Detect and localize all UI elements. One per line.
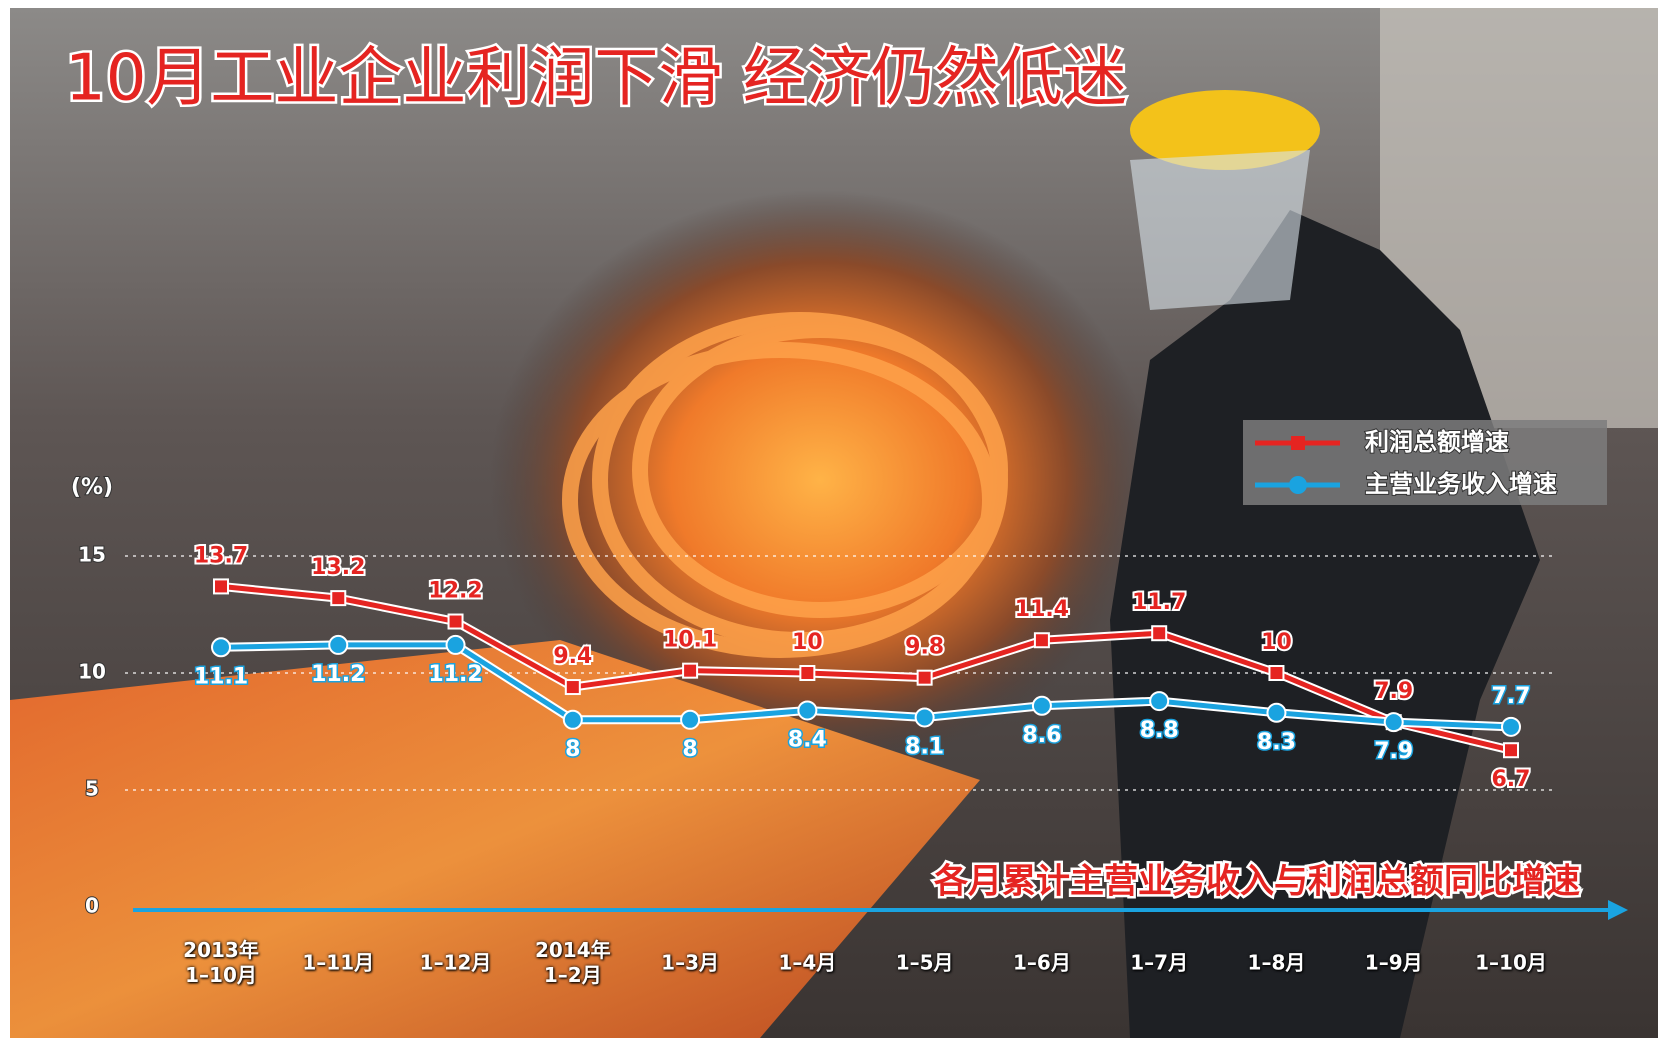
data-label: 11.4 bbox=[1015, 597, 1069, 622]
data-label: 8 bbox=[682, 737, 697, 762]
data-label: 13.7 bbox=[194, 543, 248, 568]
legend-marker bbox=[1289, 476, 1307, 494]
point-marker bbox=[1151, 625, 1168, 642]
point-marker bbox=[211, 637, 231, 658]
x-tick-label: 2014年 1–2月 bbox=[534, 938, 611, 987]
y-tick-label: 15 bbox=[78, 543, 106, 567]
point-marker bbox=[1503, 742, 1519, 759]
point-marker bbox=[447, 613, 464, 630]
data-label: 10 bbox=[1261, 630, 1292, 655]
data-label: 8.3 bbox=[1257, 730, 1296, 755]
data-label: 8.4 bbox=[788, 727, 827, 752]
point-marker bbox=[213, 578, 229, 595]
x-tick-label: 1–7月 bbox=[1130, 950, 1189, 975]
x-tick-label: 1–10月 bbox=[1475, 950, 1547, 975]
data-label: 6.7 bbox=[1492, 767, 1531, 792]
x-tick-label: 2013年 1–10月 bbox=[183, 938, 259, 987]
chart-title: 10月工业企业利润下滑 经济仍然低迷 bbox=[65, 42, 1127, 116]
series-line bbox=[220, 583, 1512, 753]
point-marker bbox=[1031, 695, 1052, 716]
data-label: 11.2 bbox=[311, 662, 365, 687]
y-axis-label: (%) bbox=[71, 475, 113, 500]
series-line bbox=[220, 642, 1512, 730]
photo-background bbox=[10, 8, 1658, 1038]
point-marker bbox=[1266, 702, 1287, 723]
point-marker bbox=[797, 700, 818, 721]
data-label: 11.7 bbox=[1132, 590, 1186, 615]
point-marker bbox=[328, 634, 349, 655]
point-marker bbox=[680, 709, 701, 730]
point-marker bbox=[916, 669, 933, 686]
x-axis-arrow bbox=[1608, 900, 1628, 920]
data-label: 11.1 bbox=[194, 664, 248, 689]
point-marker bbox=[1268, 665, 1285, 681]
x-tick-label: 1–6月 bbox=[1012, 950, 1071, 975]
data-label: 10 bbox=[792, 630, 823, 655]
x-tick-label: 1–3月 bbox=[661, 950, 719, 975]
point-marker bbox=[564, 679, 581, 696]
x-tick-label: 1–5月 bbox=[895, 950, 954, 975]
data-label: 10.1 bbox=[663, 628, 717, 653]
data-label: 8.8 bbox=[1140, 718, 1179, 743]
y-tick-label: 0 bbox=[85, 894, 99, 918]
data-label: 9.8 bbox=[905, 635, 944, 660]
y-tick-label: 5 bbox=[85, 777, 99, 801]
legend-label: 主营业务收入增速 bbox=[1365, 470, 1557, 498]
point-marker bbox=[1033, 632, 1050, 649]
data-label: 8 bbox=[565, 737, 580, 762]
point-marker bbox=[682, 662, 699, 679]
data-label: 7.9 bbox=[1374, 739, 1413, 764]
x-tick-label: 1–4月 bbox=[778, 950, 837, 975]
legend-label: 利润总额增速 bbox=[1365, 428, 1509, 456]
point-marker bbox=[1383, 712, 1404, 733]
data-label: 8.6 bbox=[1022, 723, 1061, 748]
data-label: 8.1 bbox=[905, 734, 944, 759]
x-tick-label: 1–11月 bbox=[302, 950, 375, 975]
data-label: 7.9 bbox=[1374, 679, 1413, 704]
x-tick-label: 1–9月 bbox=[1364, 950, 1423, 975]
data-label: 12.2 bbox=[428, 579, 482, 604]
data-label: 11.2 bbox=[428, 662, 482, 687]
point-marker bbox=[562, 709, 583, 730]
chart-subtitle: 各月累计主营业务收入与利润总额同比增速 bbox=[934, 862, 1580, 902]
point-marker bbox=[330, 590, 347, 607]
point-marker bbox=[445, 634, 466, 655]
point-marker bbox=[1149, 691, 1170, 712]
x-tick-label: 1–8月 bbox=[1247, 950, 1306, 975]
y-tick-label: 10 bbox=[78, 660, 106, 684]
point-marker bbox=[799, 665, 816, 681]
x-tick-label: 1–12月 bbox=[419, 950, 492, 975]
data-label: 13.2 bbox=[311, 555, 365, 580]
data-label: 7.7 bbox=[1492, 684, 1531, 709]
data-label: 9.4 bbox=[553, 644, 592, 669]
point-marker bbox=[1501, 716, 1521, 737]
legend-marker bbox=[1291, 436, 1305, 450]
point-marker bbox=[914, 707, 935, 728]
